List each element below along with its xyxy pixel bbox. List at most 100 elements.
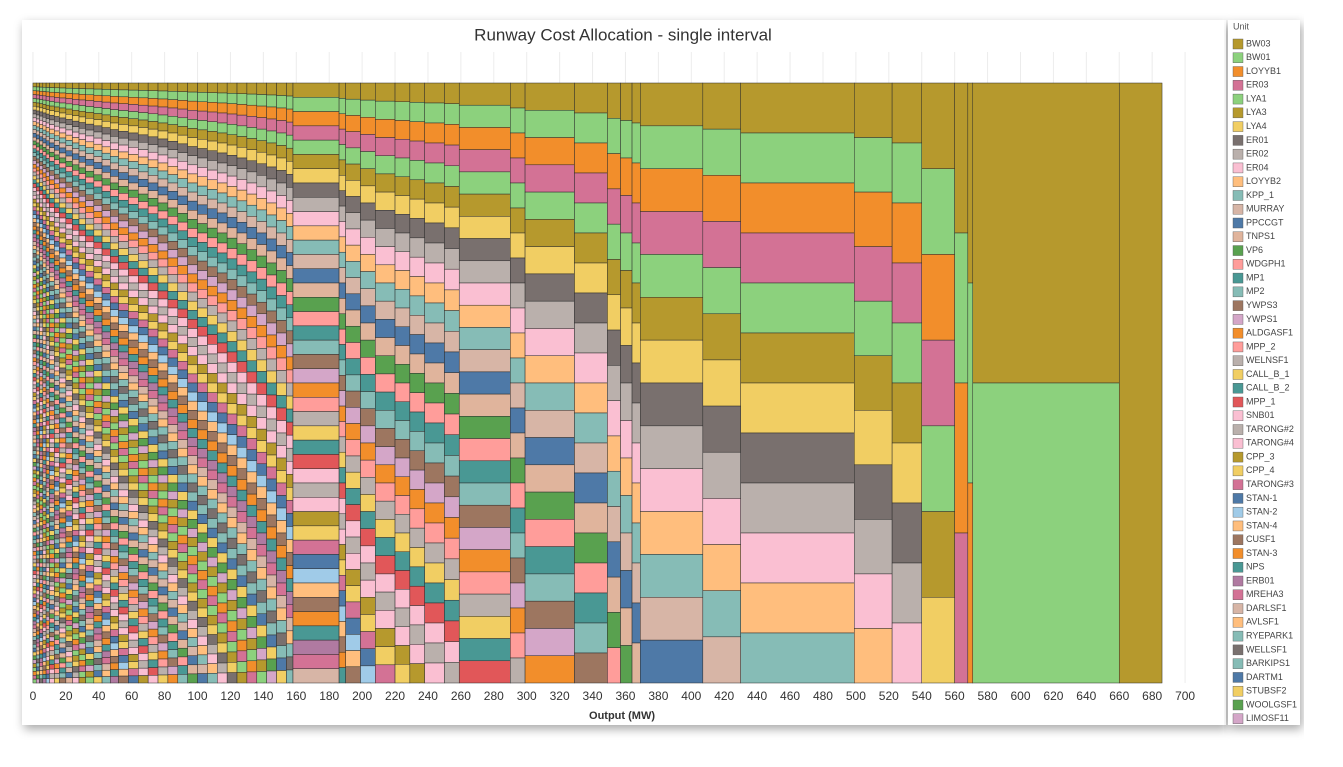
segment [207, 140, 218, 151]
segment [42, 99, 47, 105]
segment [59, 227, 67, 234]
segment [72, 197, 80, 204]
segment [42, 494, 47, 499]
segment [266, 190, 277, 204]
segment [32, 264, 37, 270]
segment [394, 251, 411, 271]
segment [458, 127, 511, 150]
segment [93, 456, 103, 463]
segment [360, 579, 376, 598]
segment [35, 302, 40, 308]
segment [65, 359, 73, 365]
segment [444, 144, 460, 167]
segment [45, 131, 50, 137]
segment [32, 539, 37, 544]
segment [236, 618, 248, 630]
segment [394, 289, 411, 309]
segment [128, 582, 139, 591]
segment [72, 600, 80, 607]
legend-swatch [1232, 80, 1244, 91]
segment [157, 618, 169, 628]
segment [35, 466, 40, 472]
segment [276, 357, 287, 371]
segment [276, 395, 287, 409]
segment [187, 137, 198, 147]
segment [45, 82, 50, 88]
legend-label: VP6 [1246, 245, 1263, 255]
segment [93, 88, 103, 96]
segment [32, 195, 37, 200]
segment [702, 82, 741, 130]
segment [101, 338, 111, 345]
segment [101, 255, 111, 262]
segment [59, 462, 67, 469]
segment [85, 347, 95, 354]
segment [702, 359, 741, 407]
segment [78, 82, 86, 89]
segment [226, 610, 238, 622]
segment [128, 282, 139, 291]
segment [197, 429, 208, 440]
segment [93, 394, 103, 402]
segment [49, 396, 55, 402]
segment [110, 89, 119, 97]
segment [35, 638, 40, 644]
segment [72, 137, 80, 144]
segment [59, 147, 67, 154]
segment [72, 273, 80, 280]
segment [167, 616, 179, 625]
segment [32, 136, 37, 142]
segment [93, 199, 103, 206]
segment [32, 392, 37, 397]
segment [236, 350, 248, 362]
segment [101, 350, 111, 358]
x-tick-label: 460 [780, 689, 800, 703]
segment [177, 108, 188, 119]
segment [85, 476, 95, 484]
x-tick-label: 60 [125, 689, 139, 703]
segment [360, 391, 376, 409]
segment [118, 475, 129, 484]
segment [128, 654, 139, 662]
segment [39, 273, 44, 278]
segment [157, 482, 169, 492]
segment [72, 322, 80, 329]
segment [35, 406, 40, 412]
segment [54, 677, 60, 684]
segment [39, 368, 44, 373]
segment [266, 274, 277, 288]
segment [128, 418, 139, 427]
segment [85, 288, 95, 296]
segment [39, 484, 44, 489]
segment [217, 252, 228, 264]
segment [45, 656, 50, 662]
segment [110, 229, 119, 237]
segment [524, 246, 575, 275]
segment [187, 328, 198, 338]
segment [444, 227, 460, 249]
segment [128, 575, 139, 584]
segment [276, 557, 287, 571]
segment [65, 374, 73, 381]
segment [118, 668, 129, 677]
segment [207, 237, 218, 248]
segment [236, 329, 248, 341]
segment [187, 310, 198, 320]
segment [118, 558, 129, 567]
segment [93, 358, 103, 365]
legend-swatch [1232, 300, 1244, 311]
segment [85, 241, 95, 248]
legend-label: ERB01 [1246, 575, 1275, 585]
segment [236, 586, 248, 598]
segment [54, 164, 60, 170]
segment [35, 262, 40, 268]
segment [42, 112, 47, 118]
segment [65, 557, 73, 564]
segment [72, 595, 80, 602]
segment [54, 260, 60, 266]
segment [101, 504, 111, 511]
segment [59, 287, 67, 294]
segment [620, 570, 633, 609]
segment [32, 473, 37, 479]
segment [42, 117, 47, 122]
